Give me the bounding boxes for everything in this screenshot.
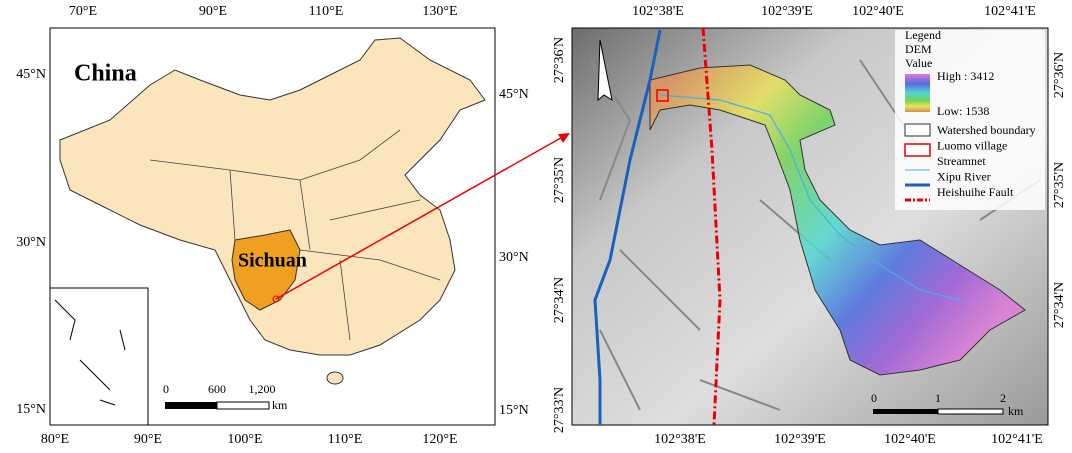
map-title: China	[74, 61, 137, 87]
tick-label: 102°40'E	[884, 432, 936, 447]
legend-label: Xipu River	[937, 169, 991, 183]
tick-label: 45°N	[499, 87, 529, 102]
tick-label: 70°E	[69, 4, 97, 19]
tick-label: 102°38'E	[654, 432, 706, 447]
scale-bar	[165, 402, 217, 409]
tick-label: 30°N	[16, 235, 46, 250]
legend-label: Luomo village	[937, 138, 1007, 152]
legend-label: Streamnet	[937, 154, 986, 168]
legend-label: Watershed boundary	[937, 123, 1036, 137]
inset-islands	[54, 299, 126, 406]
legend-field: Value	[905, 56, 932, 70]
legend-title: Legend	[905, 28, 941, 42]
tick-label: 102°38'E	[632, 4, 684, 19]
province-borders	[149, 129, 441, 341]
scale-unit: km	[272, 398, 288, 412]
tick-label: 27°35'N	[552, 157, 567, 203]
scale-bar	[873, 409, 938, 414]
tick-label: 102°41'E	[984, 4, 1036, 19]
arrow	[275, 134, 567, 300]
scale-bar	[937, 408, 1004, 415]
site-marker	[272, 295, 280, 303]
tick-label: 15°N	[499, 403, 529, 418]
tick-label: 27°34'N	[552, 277, 567, 323]
legend-swatch	[904, 143, 931, 157]
left-ticks: 70°E 90°E 110°E 130°E 80°E 90°E 100°E 110°E 120°…	[16, 4, 528, 447]
legend-swatch	[904, 123, 931, 137]
streamnet	[659, 94, 961, 301]
fault	[701, 27, 722, 426]
scale-label: 1	[935, 391, 941, 405]
legend-layer: DEM	[905, 42, 932, 56]
china-outline	[59, 37, 486, 356]
tick-label: 130°E	[422, 4, 457, 19]
scale-label: 600	[208, 382, 226, 396]
scale-bar	[216, 401, 270, 410]
tick-label: 120°E	[422, 432, 457, 447]
arrow-head	[558, 133, 570, 143]
xipu-river	[593, 29, 662, 425]
legend-box	[895, 30, 1045, 210]
tick-label: 27°36'N	[1052, 52, 1067, 98]
legend-label: Heishuihe Fault	[937, 185, 1014, 199]
tick-label: 110°E	[328, 432, 363, 447]
scale-label: 2	[1000, 391, 1006, 405]
right-ticks: 102°38'E 102°39'E 102°40'E 102°41'E 102°38'E…	[552, 4, 1067, 447]
tick-label: 27°34'N	[1052, 282, 1067, 328]
tick-label: 27°36'N	[552, 37, 567, 83]
watershed	[649, 64, 1026, 376]
tick-label: 80°E	[41, 432, 69, 447]
sichuan	[231, 229, 301, 311]
legend-high: High : 3412	[937, 69, 994, 83]
ridges	[589, 59, 1041, 411]
inset	[49, 287, 149, 426]
tick-label: 102°39'E	[761, 4, 813, 19]
scale-label: 0	[871, 391, 877, 405]
tick-label: 102°41'E	[991, 432, 1043, 447]
tick-label: 90°E	[134, 432, 162, 447]
tick-label: 110°E	[309, 4, 344, 19]
tick-label: 27°35'N	[1052, 162, 1067, 208]
tick-label: 100°E	[227, 432, 262, 447]
tick-label: 30°N	[499, 250, 529, 265]
legend-low: Low: 1538	[937, 104, 989, 118]
tick-label: 90°E	[199, 4, 227, 19]
scale-label: 1,200	[249, 382, 276, 396]
region-label: Sichuan	[238, 250, 307, 272]
tick-label: 102°40'E	[852, 4, 904, 19]
tick-label: 15°N	[16, 402, 46, 417]
tick-label: 45°N	[16, 67, 46, 82]
legend-ramp	[905, 74, 930, 112]
village	[656, 89, 669, 102]
hainan	[326, 371, 344, 385]
tick-label: 27°33'N	[552, 387, 567, 433]
scale-label: 0	[163, 382, 169, 396]
north-arrow	[597, 39, 613, 102]
scale-unit: km	[1008, 404, 1024, 418]
tick-label: 102°39'E	[774, 432, 826, 447]
